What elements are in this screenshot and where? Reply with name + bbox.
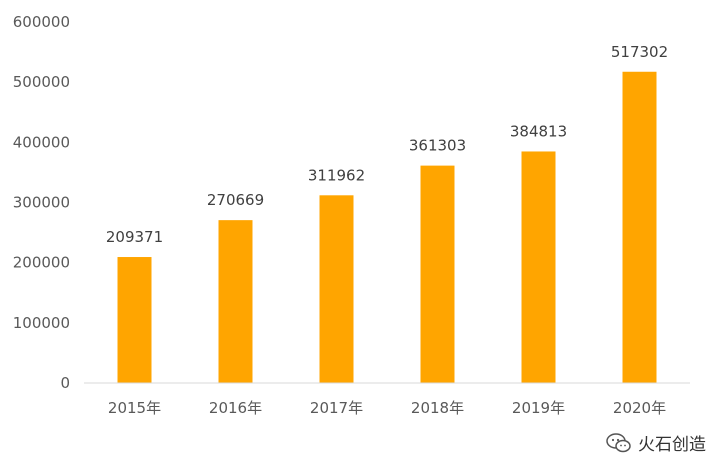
data-label: 311962 — [308, 166, 365, 184]
y-tick-label: 600000 — [13, 13, 70, 31]
bar — [521, 151, 556, 383]
y-tick-label: 500000 — [13, 73, 70, 91]
bar — [218, 220, 253, 383]
data-labels: 209371 270669 311962 361303 384813 517302 — [106, 43, 668, 246]
x-tick-label: 2018年 — [411, 399, 464, 417]
x-tick-label: 2016年 — [209, 399, 262, 417]
bar — [319, 195, 354, 383]
data-label: 270669 — [207, 191, 264, 209]
data-label: 384813 — [510, 122, 567, 140]
data-label: 361303 — [409, 137, 466, 155]
data-label: 517302 — [611, 43, 668, 61]
data-label: 209371 — [106, 228, 163, 246]
x-tick-label: 2017年 — [310, 399, 363, 417]
y-tick-label: 200000 — [13, 254, 70, 272]
wechat-icon — [606, 432, 631, 452]
y-tick-label: 400000 — [13, 133, 70, 151]
y-tick-label: 300000 — [13, 194, 70, 212]
bar — [622, 71, 657, 384]
x-axis-ticks: 2015年 2016年 2017年 2018年 2019年 2020年 — [108, 399, 666, 417]
watermark-text: 火石创造 — [638, 435, 706, 455]
x-tick-label: 2020年 — [613, 399, 666, 417]
bar — [117, 257, 152, 383]
watermark: 火石创造 — [606, 430, 706, 455]
y-tick-label: 100000 — [13, 314, 70, 332]
x-tick-label: 2019年 — [512, 399, 565, 417]
y-tick-label: 0 — [60, 374, 70, 392]
x-tick-label: 2015年 — [108, 399, 161, 417]
bars — [117, 71, 657, 384]
bar — [420, 165, 455, 383]
y-axis-ticks: 0 100000 200000 300000 400000 500000 600000 — [13, 13, 70, 392]
